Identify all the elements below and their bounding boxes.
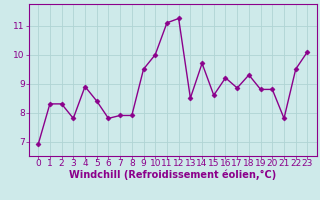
- X-axis label: Windchill (Refroidissement éolien,°C): Windchill (Refroidissement éolien,°C): [69, 169, 276, 180]
